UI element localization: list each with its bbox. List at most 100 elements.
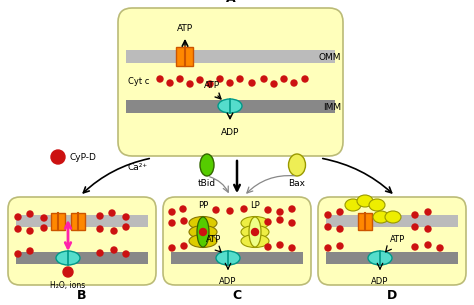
Circle shape	[123, 251, 129, 257]
Circle shape	[437, 245, 443, 251]
FancyBboxPatch shape	[118, 8, 343, 156]
Circle shape	[169, 209, 175, 215]
Circle shape	[337, 226, 343, 232]
Circle shape	[200, 228, 207, 235]
Ellipse shape	[289, 154, 306, 176]
Circle shape	[123, 224, 129, 230]
Ellipse shape	[241, 217, 269, 229]
Ellipse shape	[200, 154, 214, 176]
Circle shape	[15, 251, 21, 257]
Circle shape	[97, 226, 103, 232]
Circle shape	[181, 243, 187, 249]
Text: PP: PP	[198, 201, 208, 210]
Text: ADP: ADP	[371, 277, 389, 286]
Ellipse shape	[345, 199, 361, 211]
Circle shape	[109, 210, 115, 216]
Circle shape	[111, 247, 117, 253]
Circle shape	[252, 228, 258, 235]
Circle shape	[97, 250, 103, 256]
Circle shape	[213, 207, 219, 213]
Circle shape	[325, 224, 331, 230]
Circle shape	[217, 76, 223, 82]
Circle shape	[41, 215, 47, 221]
Circle shape	[425, 226, 431, 232]
Bar	[126, 100, 335, 113]
Circle shape	[63, 267, 73, 277]
Ellipse shape	[369, 199, 385, 211]
Ellipse shape	[385, 211, 401, 223]
Circle shape	[289, 206, 295, 212]
FancyBboxPatch shape	[318, 197, 466, 285]
Circle shape	[425, 242, 431, 248]
Text: ADP: ADP	[219, 277, 237, 286]
Ellipse shape	[189, 235, 217, 247]
Circle shape	[27, 228, 33, 234]
Ellipse shape	[249, 217, 261, 247]
Circle shape	[325, 212, 331, 218]
Circle shape	[289, 245, 295, 251]
Circle shape	[412, 244, 418, 250]
Bar	[326, 215, 458, 227]
Text: C: C	[232, 289, 242, 302]
Circle shape	[167, 80, 173, 86]
Ellipse shape	[241, 225, 269, 239]
Text: D: D	[387, 289, 397, 302]
Circle shape	[412, 224, 418, 230]
Circle shape	[227, 80, 233, 86]
Bar	[16, 215, 148, 227]
Circle shape	[207, 81, 213, 87]
Circle shape	[27, 248, 33, 254]
Circle shape	[302, 76, 308, 82]
Ellipse shape	[368, 251, 392, 265]
Circle shape	[425, 209, 431, 215]
Circle shape	[277, 217, 283, 223]
Text: B: B	[77, 289, 87, 302]
Circle shape	[249, 80, 255, 86]
Circle shape	[123, 214, 129, 220]
Ellipse shape	[357, 195, 373, 207]
Circle shape	[277, 242, 283, 248]
Circle shape	[241, 206, 247, 212]
Text: ATP: ATP	[177, 24, 193, 33]
Circle shape	[265, 207, 271, 213]
Bar	[51, 213, 65, 229]
Circle shape	[265, 244, 271, 250]
Text: CyP-D: CyP-D	[70, 153, 97, 163]
Circle shape	[197, 77, 203, 83]
Text: A: A	[226, 0, 235, 5]
Circle shape	[15, 226, 21, 232]
Circle shape	[289, 220, 295, 226]
Bar	[71, 213, 85, 229]
Circle shape	[180, 206, 186, 212]
Circle shape	[169, 245, 175, 251]
Text: ADP: ADP	[221, 128, 239, 137]
Bar	[16, 252, 148, 264]
Bar	[358, 213, 372, 229]
Bar	[171, 252, 303, 264]
FancyBboxPatch shape	[8, 197, 156, 285]
Circle shape	[177, 76, 183, 82]
Text: Bax: Bax	[289, 179, 306, 188]
Bar	[176, 46, 193, 66]
Text: ATP: ATP	[206, 235, 222, 244]
Ellipse shape	[373, 211, 389, 223]
Text: tBid: tBid	[198, 179, 216, 188]
Ellipse shape	[189, 225, 217, 239]
Circle shape	[325, 245, 331, 251]
Circle shape	[412, 212, 418, 218]
Circle shape	[227, 208, 233, 214]
Ellipse shape	[56, 251, 80, 265]
Circle shape	[157, 76, 163, 82]
Circle shape	[291, 80, 297, 86]
Circle shape	[237, 76, 243, 82]
Circle shape	[181, 218, 187, 224]
Text: ATP: ATP	[204, 81, 220, 90]
Circle shape	[169, 220, 175, 226]
Circle shape	[51, 150, 65, 164]
Circle shape	[97, 213, 103, 219]
Text: IMM: IMM	[323, 102, 341, 112]
Circle shape	[265, 219, 271, 225]
FancyBboxPatch shape	[163, 197, 311, 285]
Circle shape	[27, 211, 33, 217]
Circle shape	[187, 81, 193, 87]
